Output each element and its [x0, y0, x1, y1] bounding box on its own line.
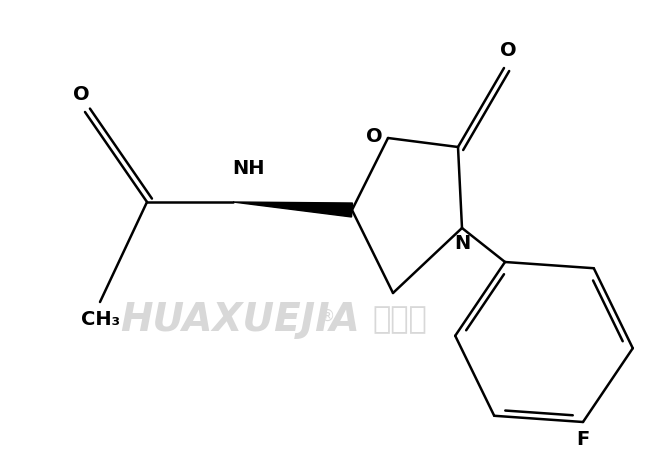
- Text: F: F: [576, 430, 590, 449]
- Text: O: O: [73, 85, 89, 104]
- Text: O: O: [500, 41, 516, 60]
- Text: NH: NH: [231, 159, 264, 178]
- Text: HUAXUEJIA: HUAXUEJIA: [120, 301, 360, 339]
- Text: O: O: [366, 127, 383, 146]
- Text: ®: ®: [319, 309, 335, 323]
- Text: N: N: [454, 234, 470, 253]
- Text: CH₃: CH₃: [81, 310, 119, 329]
- Polygon shape: [233, 202, 352, 217]
- Text: 化学加: 化学加: [373, 305, 428, 334]
